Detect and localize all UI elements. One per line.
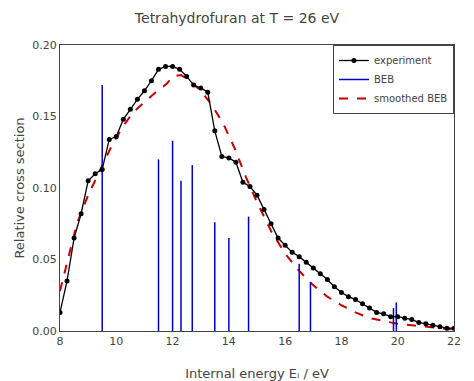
svg-text:0.10: 0.10	[32, 182, 57, 195]
svg-text:0.15: 0.15	[32, 110, 57, 123]
svg-text:Tetrahydrofuran at T = 26 eV: Tetrahydrofuran at T = 26 eV	[134, 10, 340, 26]
svg-text:0.20: 0.20	[32, 39, 57, 52]
svg-text:0.05: 0.05	[32, 253, 57, 266]
svg-text:experiment: experiment	[374, 55, 432, 66]
svg-text:16: 16	[278, 335, 292, 348]
svg-text:10: 10	[109, 335, 123, 348]
svg-text:20: 20	[391, 335, 405, 348]
svg-text:Relative cross section: Relative cross section	[12, 117, 27, 258]
svg-text:BEB: BEB	[374, 74, 394, 85]
svg-text:18: 18	[334, 335, 348, 348]
svg-text:22: 22	[447, 335, 461, 348]
svg-text:8: 8	[57, 335, 64, 348]
svg-text:12: 12	[166, 335, 180, 348]
svg-text:14: 14	[222, 335, 236, 348]
svg-text:0.00: 0.00	[32, 325, 57, 338]
svg-text:Internal energy Eᵢ / eV: Internal energy Eᵢ / eV	[185, 366, 329, 381]
svg-text:smoothed BEB: smoothed BEB	[374, 93, 447, 104]
